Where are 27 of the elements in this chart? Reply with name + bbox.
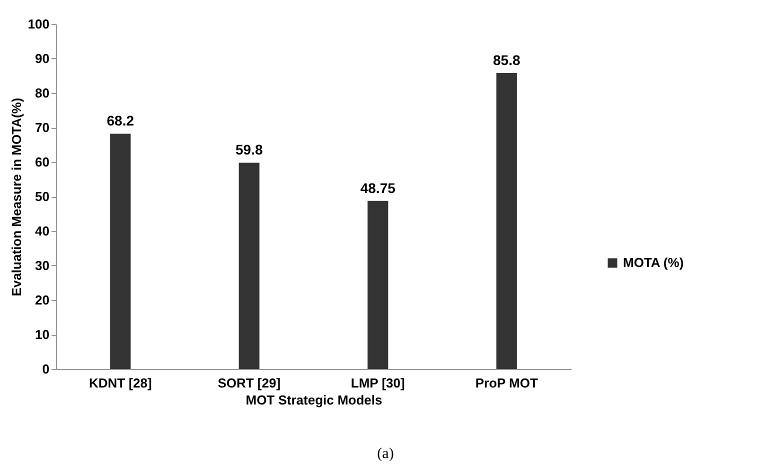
bar: [238, 162, 260, 369]
y-tick-label: 0: [42, 362, 50, 376]
y-tick-label: 40: [35, 224, 50, 238]
x-tick-label: KDNT [28]: [88, 376, 152, 390]
y-tick-label: 70: [35, 120, 50, 135]
bar: [368, 200, 388, 369]
x-tick-label: ProP MOT: [475, 376, 538, 390]
data-label: 68.2: [106, 112, 134, 129]
bar: [110, 134, 131, 369]
legend-label: MOTA (%): [623, 255, 684, 270]
y-tick-label: 50: [35, 189, 50, 204]
x-tick-label: LMP [30]: [350, 376, 405, 390]
data-label: 59.8: [236, 142, 263, 158]
y-axis-title: Evaluation Measure in MOTA(%): [8, 98, 24, 296]
y-tick-label: 90: [35, 51, 50, 66]
text: (a): [376, 446, 395, 463]
x-tick-label: SORT [29]: [218, 376, 281, 390]
data-label: 85.8: [493, 52, 520, 68]
x-axis-title: MOT Strategic Models: [246, 392, 382, 408]
y-tick-label: 30: [35, 258, 50, 273]
bar: [496, 72, 517, 369]
y-tick-label: 100: [28, 16, 50, 32]
y-tick-label: 60: [35, 154, 50, 170]
y-tick-label: 80: [35, 86, 50, 100]
data-label: 48.75: [360, 180, 396, 196]
y-tick-label: 20: [35, 292, 50, 308]
y-tick-label: 10: [35, 327, 50, 342]
